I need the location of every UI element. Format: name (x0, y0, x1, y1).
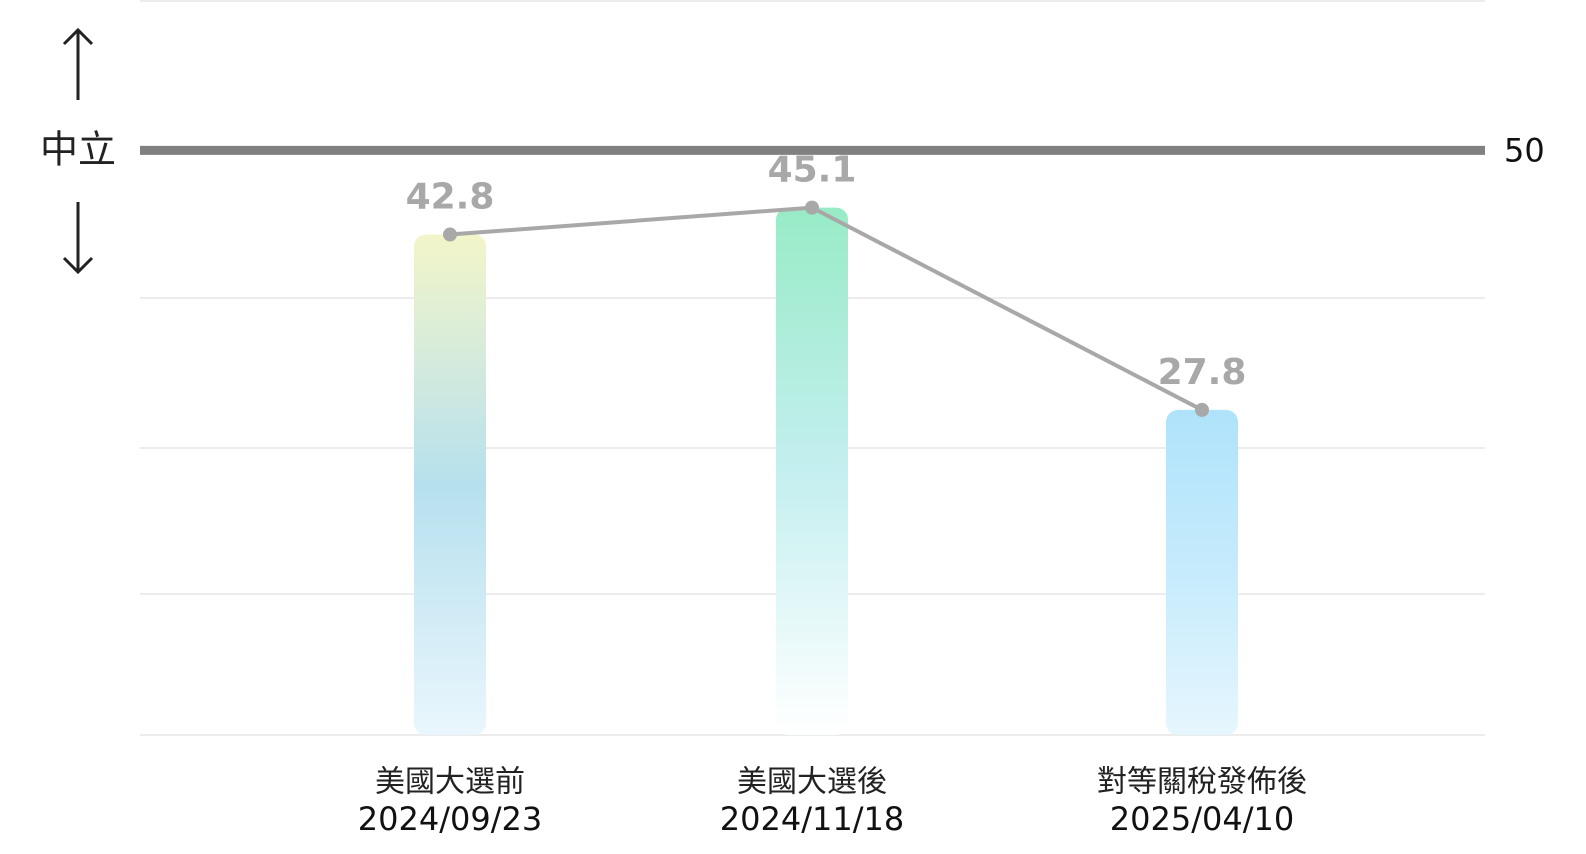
point (1195, 402, 1209, 417)
x-date-label: 2024/11/18 (720, 800, 904, 838)
data-label: 45.1 (768, 150, 857, 191)
down-arrow (62, 202, 94, 275)
bar (414, 234, 486, 736)
bar (776, 207, 848, 735)
point (805, 200, 819, 215)
reference-label: 中立 (40, 128, 116, 172)
bar (1166, 409, 1238, 735)
up-arrow (62, 27, 94, 100)
data-label: 27.8 (1158, 352, 1247, 393)
direction-arrows (62, 27, 94, 275)
point (443, 227, 457, 242)
y-tick-label: 50 (1504, 131, 1545, 169)
x-tick-label: 對等關稅發佈後 (1097, 765, 1307, 800)
x-date-label: 2024/09/23 (358, 800, 542, 838)
x-date-label: 2025/04/10 (1110, 800, 1294, 838)
x-tick-label: 美國大選前 (375, 765, 525, 800)
x-tick-label: 美國大選後 (737, 765, 887, 800)
data-label: 42.8 (406, 177, 495, 218)
